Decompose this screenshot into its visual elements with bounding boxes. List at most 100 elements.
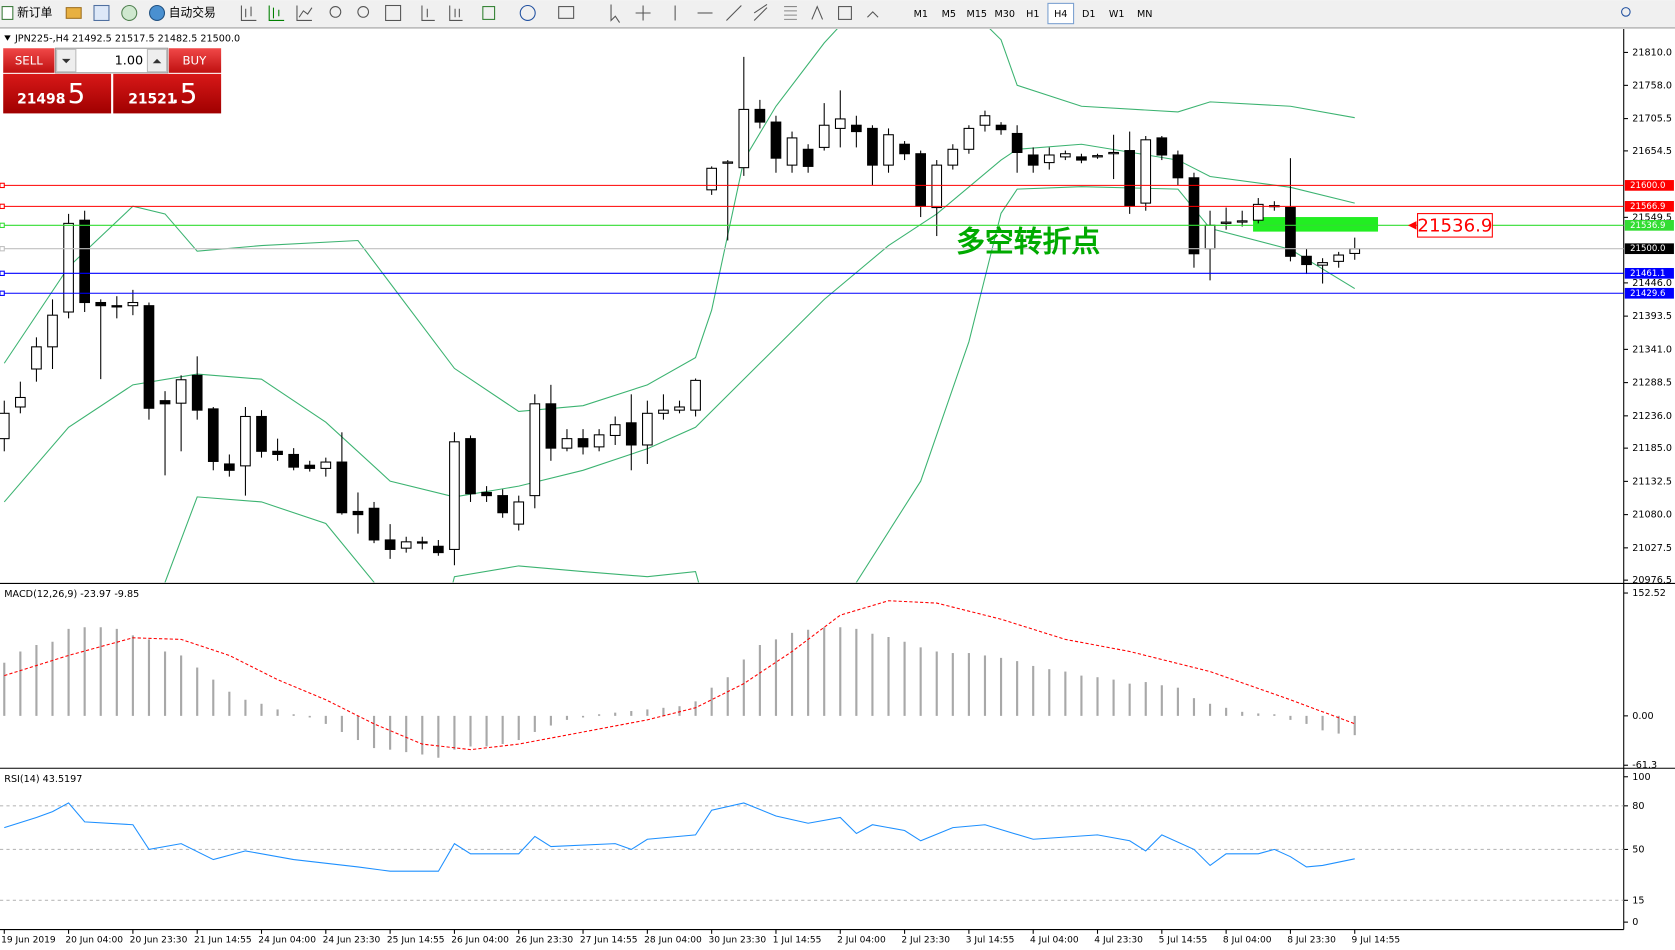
tool-cursor[interactable] (610, 4, 621, 23)
timeframe-button[interactable]: H4 (1054, 9, 1067, 20)
candle-body (529, 403, 541, 497)
candle-body (465, 438, 476, 495)
sell-label[interactable]: SELL (15, 54, 43, 68)
y-tick-label: 21810.0 (1632, 47, 1672, 58)
candle-body (1140, 139, 1152, 204)
x-tick-label: 19 Jun 2019 (1, 936, 56, 946)
buy-price-box[interactable] (113, 73, 222, 114)
tool-search[interactable] (1621, 7, 1631, 17)
x-tick-label: 30 Jun 23:30 (708, 936, 766, 946)
tool-fibo[interactable] (784, 6, 797, 20)
candle-body (786, 137, 798, 166)
tool-channel[interactable] (753, 3, 768, 21)
y-tick-label: 152.52 (1632, 588, 1666, 599)
y-tick-label: 15 (1632, 895, 1644, 906)
auto-trading-label[interactable]: 自动交易 (169, 5, 216, 19)
timeframe-button[interactable]: M15 (967, 9, 988, 20)
toolbar-icon[interactable] (65, 7, 82, 19)
candle-body (802, 148, 814, 167)
candle-body (1172, 154, 1184, 179)
timeframe-button[interactable]: M30 (995, 9, 1016, 20)
candle-body (1285, 207, 1296, 257)
y-tick-label: 21446.0 (1632, 278, 1672, 289)
candle-body (127, 301, 139, 307)
buy-button[interactable] (168, 48, 222, 73)
x-tick-label: 1 Jul 14:55 (773, 936, 822, 946)
candle-body (658, 409, 669, 414)
level-label-bg (1624, 267, 1674, 279)
timeframe-button[interactable]: H1 (1026, 9, 1039, 20)
bollinger-band (164, 186, 1356, 583)
level-label: 21500.0 (1630, 244, 1665, 254)
tool-tile[interactable] (385, 4, 402, 21)
level-label-bg (1624, 201, 1674, 212)
candle-body (674, 406, 685, 411)
tool-text[interactable] (811, 5, 824, 20)
sell-price-box[interactable] (3, 73, 112, 114)
tool-arrows[interactable] (867, 11, 879, 18)
new-order-label[interactable]: 新订单 (17, 5, 52, 19)
auto-trading-button[interactable]: 自动交易 (149, 4, 216, 21)
sell-button[interactable] (3, 48, 55, 73)
candle-body (400, 541, 412, 549)
tool-trendline[interactable] (726, 5, 742, 21)
new-order-button[interactable]: 新订单 (1, 5, 53, 20)
tool-autoscroll[interactable] (421, 5, 435, 21)
lot-value[interactable]: 1.00 (115, 54, 144, 69)
sell-price: 21498 (17, 92, 65, 108)
candle-body (593, 434, 605, 448)
tool-periods[interactable] (519, 4, 536, 21)
level-label: 21461.1 (1630, 269, 1665, 279)
y-tick-label: 0 (1632, 917, 1638, 928)
timeframe-button[interactable]: W1 (1109, 9, 1125, 20)
candle-body (690, 379, 701, 411)
candle-body (47, 314, 58, 348)
level-handle (0, 246, 5, 252)
x-tick-label: 20 Jun 04:00 (65, 936, 123, 946)
level-handle (0, 222, 5, 229)
timeframe-button[interactable]: M1 (914, 9, 928, 20)
x-tick-label: 26 Jun 23:30 (516, 936, 574, 946)
candle-body (1092, 155, 1103, 158)
candle-body (642, 412, 653, 446)
level-label-bg (1624, 180, 1674, 191)
y-tick-label: 21080.0 (1632, 510, 1672, 521)
tool-templates[interactable] (558, 6, 575, 19)
y-tick-label: 21236.0 (1632, 411, 1672, 422)
level-handle (0, 182, 5, 189)
candle-body (481, 491, 492, 497)
candle-body (1124, 150, 1136, 207)
tool-indicators[interactable] (482, 6, 496, 20)
candle-body (609, 424, 621, 437)
tool-zoom-out[interactable] (357, 6, 370, 18)
chart-background (0, 29, 1675, 950)
timeframe-button[interactable]: M5 (942, 9, 956, 20)
tool-line-chart[interactable] (296, 5, 313, 21)
candle-body (449, 441, 460, 550)
tool-candles[interactable] (268, 5, 285, 21)
candle-body (95, 301, 107, 307)
timeframe-button[interactable]: MN (1137, 9, 1152, 20)
tool-crosshair[interactable] (635, 5, 651, 21)
timeframe-button[interactable]: D1 (1082, 9, 1096, 20)
tool-zoom-in[interactable] (329, 6, 342, 18)
candle-body (368, 507, 380, 541)
candle-body (79, 219, 90, 304)
level-label: 21566.9 (1630, 202, 1665, 212)
candle-body (31, 346, 42, 370)
tool-bar-chart[interactable] (240, 5, 257, 21)
candle-body (191, 374, 203, 411)
tool-shift[interactable] (449, 5, 463, 21)
candle-body (867, 127, 878, 166)
candle-body (111, 305, 123, 308)
buy-label[interactable]: BUY (182, 54, 207, 68)
tool-label[interactable] (838, 6, 852, 20)
candle-body (513, 501, 525, 525)
candle-body (207, 408, 219, 462)
candle-body (834, 118, 846, 129)
toolbar-icon[interactable] (121, 4, 138, 21)
toolbar-icon[interactable] (93, 4, 110, 21)
candle-body (272, 450, 283, 456)
candle-body (175, 379, 187, 404)
